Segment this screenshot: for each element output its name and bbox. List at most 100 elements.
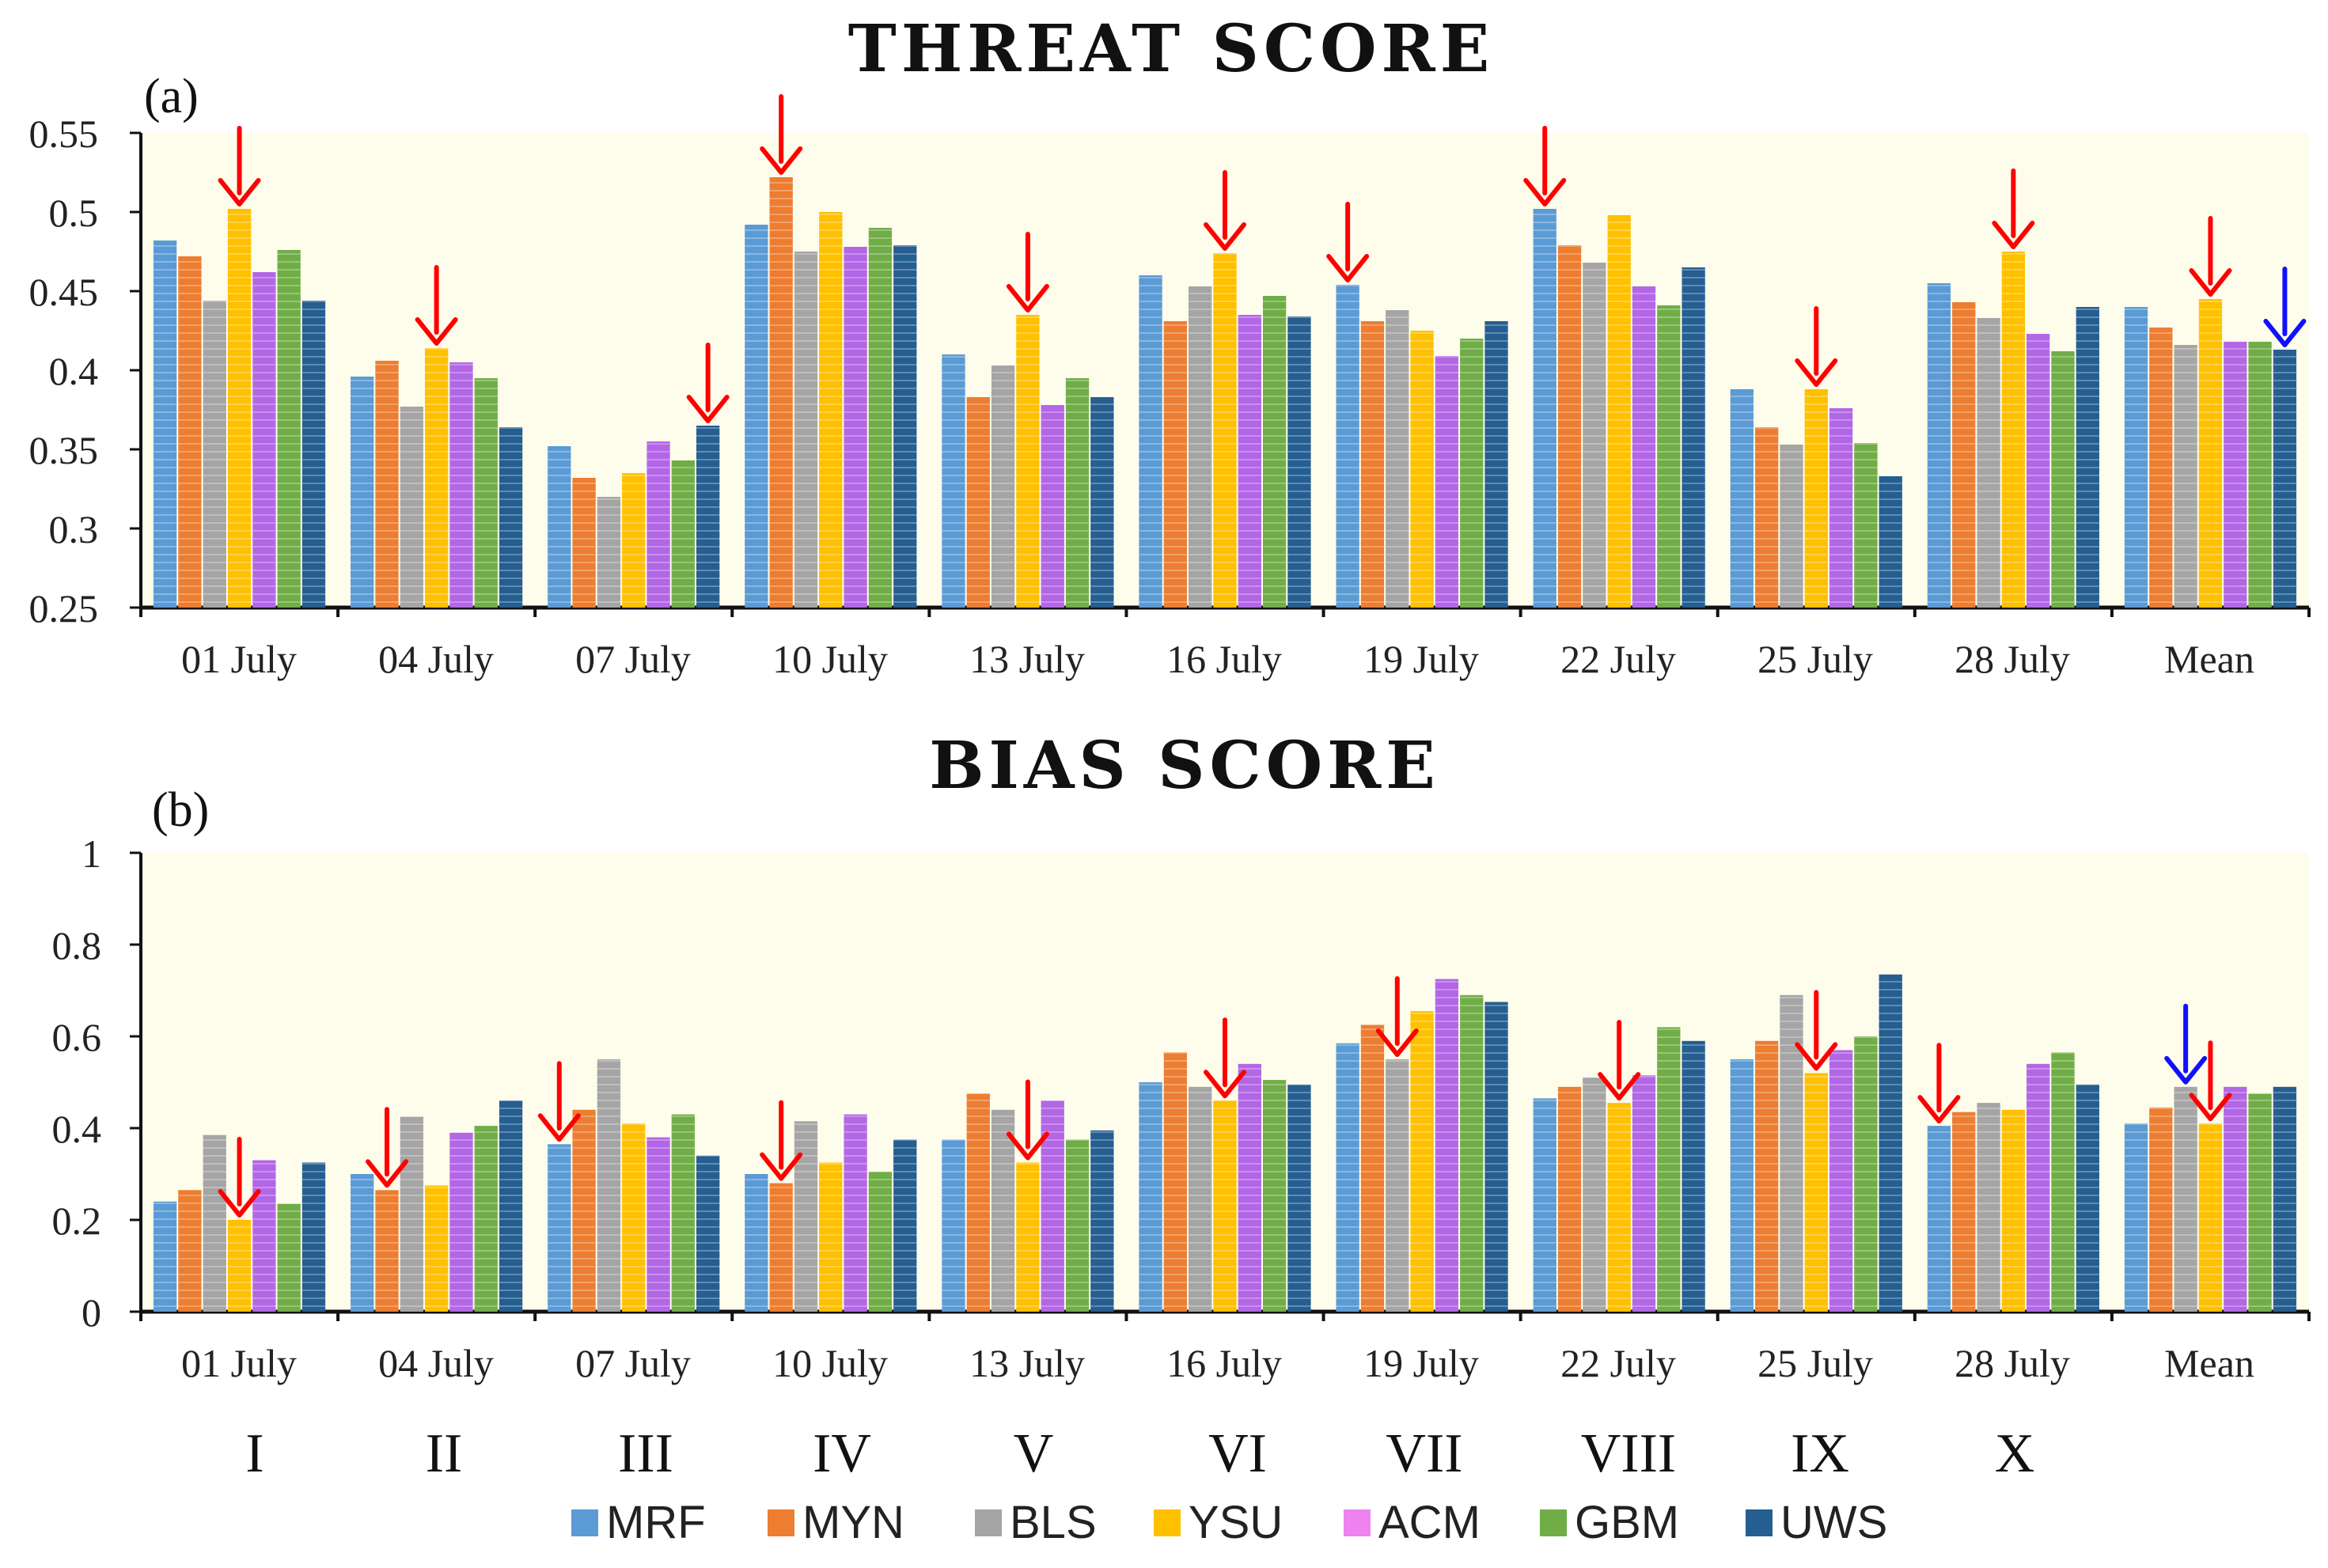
y-tick-label: 0.3: [49, 507, 99, 551]
panel-a: THREAT SCORE (a) 0.25 0.3 0.35 0.4 0.45 …: [29, 11, 2311, 681]
legend-label: MYN: [802, 1497, 904, 1548]
bar-texture: [277, 250, 301, 608]
x-category-label: 01 July: [181, 1341, 297, 1385]
roman-label: III: [618, 1423, 673, 1484]
bar-texture: [449, 1132, 473, 1312]
bar-texture: [153, 241, 177, 608]
bar-texture: [1927, 1126, 1951, 1312]
arrow-head: [1598, 1072, 1641, 1101]
bar-texture: [597, 1059, 621, 1312]
bar-texture: [844, 247, 867, 608]
bar-texture: [153, 1201, 177, 1312]
y-tick-label: 0.4: [52, 1107, 102, 1151]
bar-texture: [2174, 1086, 2197, 1312]
bar-texture: [893, 245, 917, 608]
bar-texture: [794, 252, 818, 608]
bar-texture: [868, 1172, 893, 1312]
panel-a-y-ticks: 0.25 0.3 0.35 0.4 0.45 0.5 0.55: [29, 112, 99, 631]
bar-texture: [2174, 345, 2197, 608]
bar-texture: [1065, 1139, 1090, 1312]
bar-texture: [1016, 315, 1040, 608]
bar-texture: [1386, 310, 1409, 608]
bar-texture: [1952, 1112, 1976, 1312]
arrow-head: [415, 317, 458, 346]
y-tick-label: 0.6: [52, 1015, 102, 1059]
bar-texture: [2051, 1052, 2075, 1312]
bar-texture: [942, 1139, 965, 1312]
bar-texture: [1583, 263, 1606, 608]
bar-texture: [819, 212, 843, 608]
bar-texture: [2051, 351, 2075, 608]
panel-a-x-labels: 01 July 04 July 07 July 10 July 13 July …: [181, 637, 2254, 681]
bar-texture: [1557, 1086, 1582, 1312]
bar-texture: [375, 361, 399, 608]
bar-texture: [1780, 445, 1803, 608]
bar-texture: [1213, 1100, 1237, 1312]
bar-texture: [745, 1174, 768, 1312]
bar-texture: [1460, 339, 1484, 608]
bar-texture: [301, 301, 326, 608]
bar-texture: [844, 1114, 867, 1312]
arrow-head: [366, 1159, 409, 1188]
bar-texture: [424, 348, 449, 608]
legend-item-mrf: MRF: [571, 1497, 706, 1548]
roman-numeral-labels: I II III IV V VI VII VIII IX X: [245, 1423, 2034, 1484]
bar-texture: [2001, 1109, 2026, 1312]
bar-texture: [351, 1174, 374, 1312]
bar-texture: [2076, 1084, 2099, 1312]
roman-label: VII: [1386, 1423, 1462, 1484]
legend-swatch: [768, 1509, 794, 1536]
x-category-label: 10 July: [772, 1341, 888, 1385]
bar-texture: [1090, 397, 1114, 608]
legend-label: BLS: [1010, 1497, 1097, 1548]
bar-texture: [1435, 356, 1459, 608]
bar-texture: [1410, 331, 1434, 608]
bar-texture: [1189, 1086, 1212, 1312]
panel-b-x-labels: 01 July 04 July 07 July 10 July 13 July …: [181, 1341, 2254, 1385]
bar-texture: [1336, 1043, 1359, 1312]
bar-texture: [1730, 1059, 1754, 1312]
legend-label: MRF: [606, 1497, 706, 1548]
roman-label: IV: [813, 1423, 871, 1484]
bar-texture: [1952, 302, 1976, 608]
legend-label: GBM: [1575, 1497, 1679, 1548]
bar-texture: [449, 362, 473, 608]
bar-texture: [499, 427, 523, 608]
bar-texture: [794, 1121, 818, 1312]
y-tick-label: 0.45: [29, 270, 99, 314]
bar-texture: [2248, 1093, 2272, 1312]
x-category-label: 10 July: [772, 637, 888, 681]
panel-a-title: THREAT SCORE: [848, 11, 1494, 87]
bar-texture: [227, 1220, 252, 1312]
legend: MRF MYN BLS YSU ACM GBM UWS: [571, 1497, 1887, 1548]
bar-texture: [769, 1183, 793, 1312]
x-category-label: 07 July: [575, 1341, 691, 1385]
bar-texture: [572, 1109, 596, 1312]
arrow-head: [1917, 1095, 1961, 1124]
panel-b-y-ticks: 0 0.2 0.4 0.6 0.8 1: [52, 831, 102, 1335]
x-category-label: 28 July: [1955, 637, 2070, 681]
x-category-label: Mean: [2164, 637, 2254, 681]
panel-b-title: BIAS SCORE: [929, 728, 1440, 804]
arrow-head: [1992, 221, 2035, 249]
bar-texture: [301, 1162, 326, 1312]
legend-item-acm: ACM: [1344, 1497, 1481, 1548]
bar-texture: [2248, 342, 2272, 608]
bar-texture: [1682, 267, 1705, 608]
bar-texture: [2224, 342, 2247, 608]
y-tick-label: 0.55: [29, 112, 99, 156]
bar-texture: [1484, 321, 1508, 608]
legend-swatch: [1154, 1509, 1181, 1536]
bar-texture: [203, 301, 226, 608]
bar-texture: [1262, 296, 1287, 608]
bar-texture: [893, 1139, 917, 1312]
bar-texture: [474, 378, 498, 608]
bar-texture: [696, 1155, 720, 1312]
panel-b-bars: [153, 974, 2297, 1312]
bar-texture: [769, 177, 793, 608]
bar-texture: [942, 354, 965, 608]
bar-texture: [868, 228, 893, 608]
bar-texture: [597, 497, 621, 608]
roman-label: II: [426, 1423, 463, 1484]
